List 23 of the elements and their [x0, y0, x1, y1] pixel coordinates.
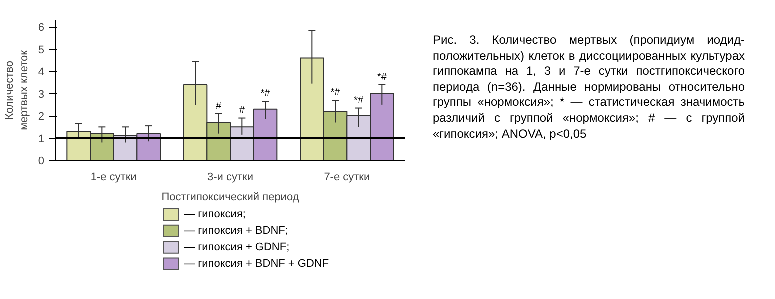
- y-tick-label: 1: [38, 133, 45, 146]
- data-label: #: [239, 105, 246, 116]
- y-tick-label: 2: [38, 111, 45, 124]
- y-tick-label: 0: [38, 156, 45, 168]
- legend-label: — гипоксия;: [184, 208, 246, 221]
- data-label: #: [216, 100, 222, 112]
- x-tick-label: 3-и сутки: [208, 172, 254, 184]
- x-tick-label: 1-е сутки: [90, 172, 137, 184]
- y-tick-label: 3: [38, 88, 45, 101]
- x-axis-title: Постгипоксический период: [162, 192, 300, 204]
- data-label: *#: [377, 72, 388, 83]
- y-tick-label: 5: [38, 44, 45, 56]
- data-label: *#: [354, 95, 364, 106]
- legend-label: — гипоксия + BDNF + GDNF: [184, 258, 330, 270]
- text: Рис. 3. Количество мертвых (пропидиум иодид-положительных) клеток в диссоциированных культурах гиппокампа на 1, 3 и 7-е сутки постгипоксического периода (n=36). Данные нормированы относительно группы «нормоксия»; * — статистическая значимость различий с группой «нормоксия»; # — с группой «гипоксия»; ANOVA, p<0,05: [433, 33, 745, 142]
- y-tick-label: 4: [38, 66, 45, 79]
- legend-label: — гипоксия + GDNF;: [184, 242, 290, 254]
- data-label: *#: [330, 88, 341, 98]
- legend-label: — гипоксия + BDNF;: [184, 225, 288, 238]
- y-tick-label: 6: [38, 22, 45, 34]
- data-label: *#: [260, 88, 271, 100]
- y-axis-title: Количество мертвых клеток: [4, 50, 30, 130]
- x-tick-label: 7-е сутки: [324, 172, 370, 184]
